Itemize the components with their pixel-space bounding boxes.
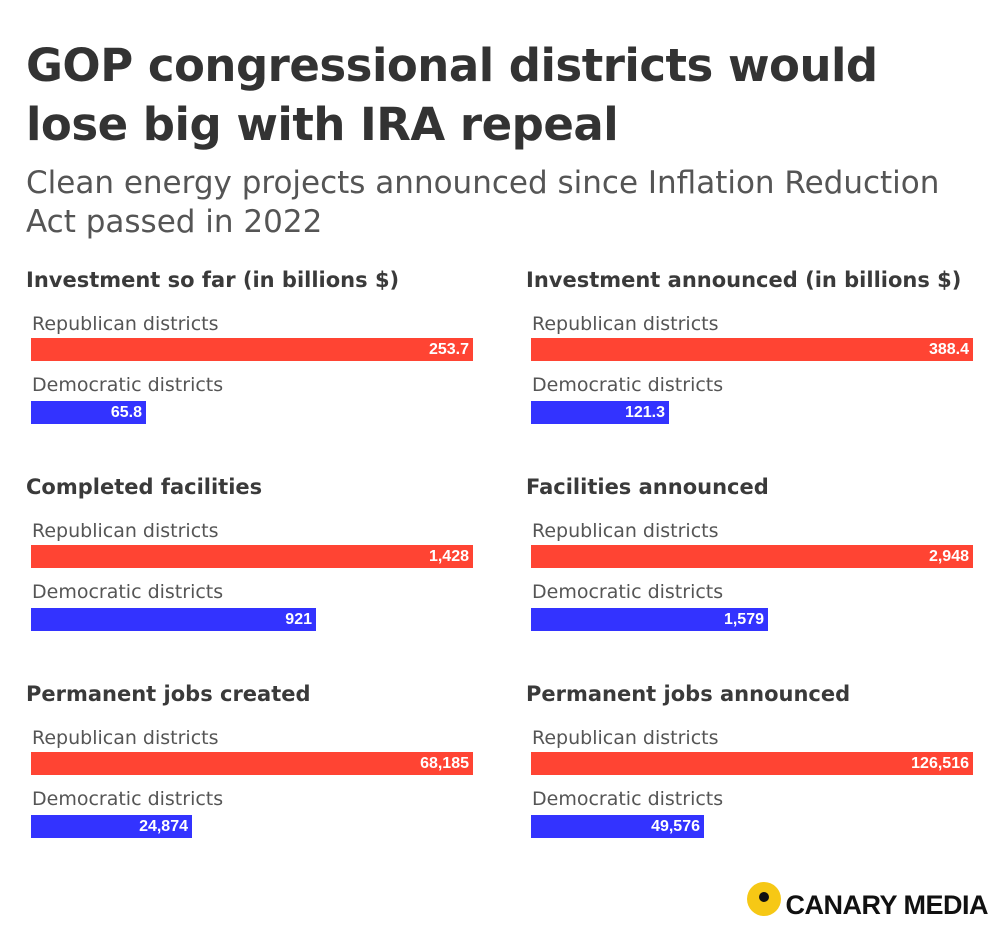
chart-panel-completed-facilities: Completed facilities Republican districts… bbox=[26, 475, 476, 645]
democratic-bar: 65.8 bbox=[31, 401, 146, 424]
republican-bar: 2,948 bbox=[531, 545, 973, 568]
democratic-row-label: Democratic districts bbox=[32, 788, 224, 810]
democratic-bar: 1,579 bbox=[531, 608, 768, 631]
republican-bar: 1,428 bbox=[31, 545, 473, 568]
republican-bar-value-label: 2,948 bbox=[928, 548, 969, 565]
republican-bar-value-label: 1,428 bbox=[428, 548, 469, 565]
republican-row-label: Republican districts bbox=[532, 313, 719, 335]
republican-row-label: Republican districts bbox=[532, 727, 719, 749]
chart-panel-permanent-jobs-created: Permanent jobs created Republican distric… bbox=[26, 682, 476, 852]
republican-bar-value-label: 126,516 bbox=[911, 755, 969, 772]
chart-panel-investment-announced-in-billions: Investment announced (in billions $) Repu… bbox=[526, 268, 976, 438]
democratic-bar: 24,874 bbox=[31, 815, 192, 838]
democratic-row-label: Democratic districts bbox=[32, 374, 224, 396]
democratic-bar-value-label: 65.8 bbox=[110, 404, 142, 421]
republican-bar: 388.4 bbox=[531, 338, 973, 361]
republican-row-label: Republican districts bbox=[32, 727, 219, 749]
panel-title: Investment so far (in billions $) bbox=[26, 268, 400, 292]
democratic-bar-value-label: 49,576 bbox=[651, 818, 700, 835]
panel-title: Facilities announced bbox=[526, 475, 769, 499]
republican-bar-value-label: 253.7 bbox=[428, 341, 469, 358]
democratic-row-label: Democratic districts bbox=[32, 581, 224, 603]
panel-title: Permanent jobs announced bbox=[526, 682, 851, 706]
republican-row-label: Republican districts bbox=[32, 313, 219, 335]
democratic-row-label: Democratic districts bbox=[532, 788, 724, 810]
republican-row-label: Republican districts bbox=[32, 520, 219, 542]
canary-logo-icon bbox=[747, 881, 782, 916]
republican-bar: 126,516 bbox=[531, 752, 973, 775]
democratic-row-label: Democratic districts bbox=[532, 581, 724, 603]
republican-bar: 68,185 bbox=[31, 752, 473, 775]
logo-text: CANARY MEDIA bbox=[785, 890, 988, 920]
panel-title: Completed facilities bbox=[26, 475, 263, 499]
democratic-bar-value-label: 921 bbox=[285, 611, 312, 628]
democratic-bar: 121.3 bbox=[531, 401, 669, 424]
republican-bar: 253.7 bbox=[31, 338, 473, 361]
democratic-bar-value-label: 24,874 bbox=[139, 818, 188, 835]
democratic-bar-value-label: 1,579 bbox=[723, 611, 764, 628]
democratic-row-label: Democratic districts bbox=[532, 374, 724, 396]
democratic-bar-value-label: 121.3 bbox=[624, 404, 665, 421]
democratic-bar: 921 bbox=[31, 608, 316, 631]
republican-row-label: Republican districts bbox=[532, 520, 719, 542]
chart-panel-facilities-announced: Facilities announced Republican districts… bbox=[526, 475, 976, 645]
chart-panel-permanent-jobs-announced: Permanent jobs announced Republican distr… bbox=[526, 682, 976, 852]
panel-title: Investment announced (in billions $) bbox=[526, 268, 962, 292]
republican-bar-value-label: 388.4 bbox=[928, 341, 969, 358]
canary-media-logo: CANARY MEDIA bbox=[747, 876, 988, 921]
republican-bar-value-label: 68,185 bbox=[420, 755, 469, 772]
chart-title: GOP congressional districts would lose b… bbox=[26, 39, 878, 151]
chart-subtitle: Clean energy projects announced since In… bbox=[26, 165, 940, 240]
panel-title: Permanent jobs created bbox=[26, 682, 311, 706]
democratic-bar: 49,576 bbox=[531, 815, 704, 838]
chart-panel-investment-so-far-in-billions: Investment so far (in billions $) Republi… bbox=[26, 268, 476, 438]
